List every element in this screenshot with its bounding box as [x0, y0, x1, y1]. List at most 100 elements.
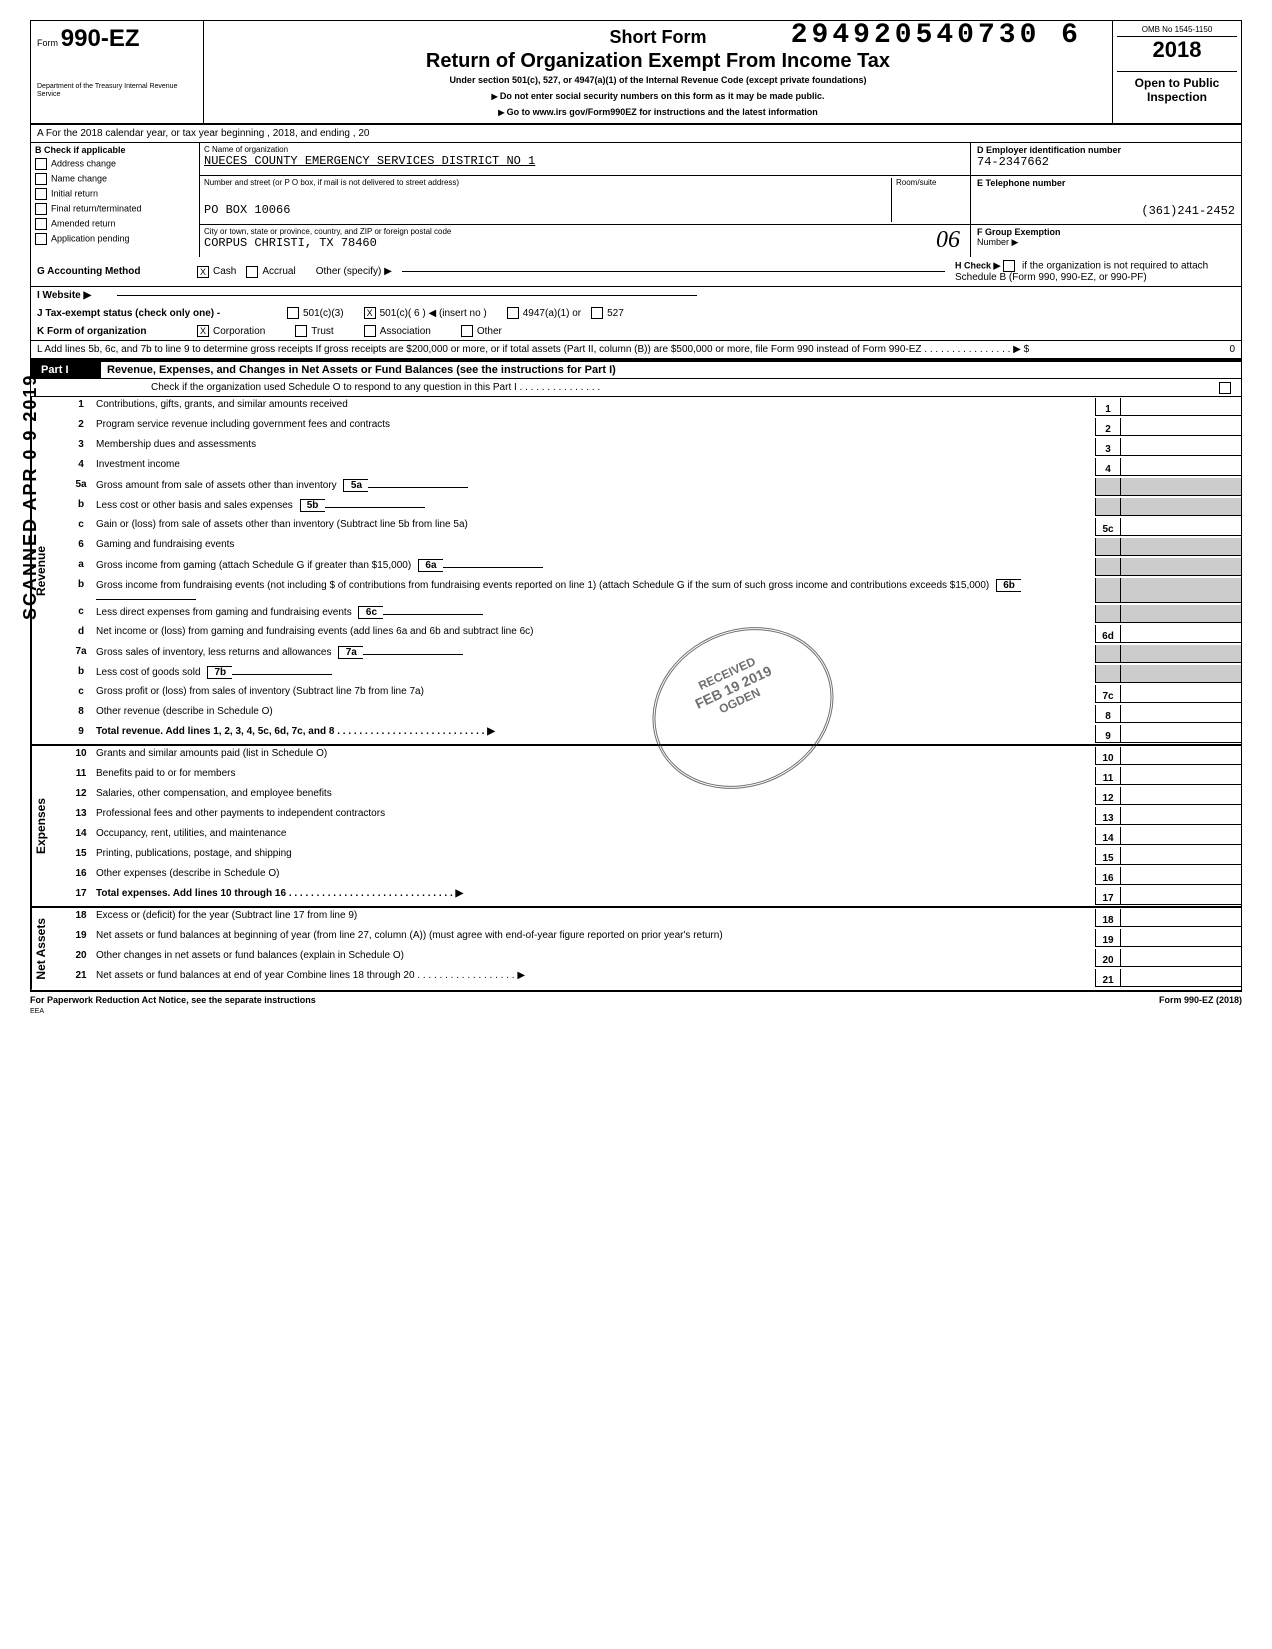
- k-other-checkbox[interactable]: [461, 325, 473, 337]
- line-amt[interactable]: [1120, 867, 1241, 885]
- line-text: Salaries, other compensation, and employ…: [96, 787, 1095, 799]
- inner-amt[interactable]: [96, 599, 196, 600]
- line-amt[interactable]: [1120, 807, 1241, 825]
- k-assoc-checkbox[interactable]: [364, 325, 376, 337]
- inner-amt[interactable]: [368, 487, 468, 488]
- line-text: Total expenses. Add lines 10 through 16 …: [96, 887, 1095, 899]
- city-label: City or town, state or province, country…: [204, 227, 966, 236]
- line-amt[interactable]: [1120, 458, 1241, 476]
- k-corp-checkbox[interactable]: X: [197, 325, 209, 337]
- inner-amt[interactable]: [363, 654, 463, 655]
- line-amt[interactable]: [1120, 949, 1241, 967]
- instr-1: Do not enter social security numbers on …: [210, 91, 1106, 101]
- netassets-side: Net Assets: [31, 908, 66, 990]
- line-text: Gross income from gaming (attach Schedul…: [96, 558, 1095, 572]
- omb: OMB No 1545-1150: [1117, 25, 1237, 37]
- line-amt[interactable]: [1120, 787, 1241, 805]
- h-label: H Check ▶: [955, 261, 1000, 271]
- instr-2: Go to www.irs gov/Form990EZ for instruct…: [210, 107, 1106, 117]
- accrual-checkbox[interactable]: [246, 266, 258, 278]
- line-text: Net income or (loss) from gaming and fun…: [96, 625, 1095, 637]
- form-line: 10Grants and similar amounts paid (list …: [66, 746, 1241, 766]
- form-line: 13Professional fees and other payments t…: [66, 806, 1241, 826]
- dept-text: Department of the Treasury Internal Reve…: [37, 83, 197, 98]
- b-item-checkbox[interactable]: [35, 188, 47, 200]
- line-amt[interactable]: [1120, 827, 1241, 845]
- k-opt-1: Trust: [311, 326, 333, 337]
- b-item-checkbox[interactable]: [35, 203, 47, 215]
- b-item-checkbox[interactable]: [35, 218, 47, 230]
- line-text: Gross income from fundraising events (no…: [96, 578, 1095, 603]
- line-amt[interactable]: [1120, 909, 1241, 927]
- line-box-shaded: [1095, 538, 1120, 556]
- b-item-label: Initial return: [51, 188, 98, 198]
- j-4947-checkbox[interactable]: [507, 307, 519, 319]
- expenses-side: Expenses: [31, 746, 66, 906]
- line-amt[interactable]: [1120, 705, 1241, 723]
- line-amt[interactable]: [1120, 518, 1241, 536]
- line-num: 19: [66, 929, 96, 941]
- inner-amt[interactable]: [443, 567, 543, 568]
- b-item-checkbox[interactable]: [35, 158, 47, 170]
- line-amt[interactable]: [1120, 887, 1241, 905]
- form-line: 9Total revenue. Add lines 1, 2, 3, 4, 5c…: [66, 724, 1241, 744]
- line-amt[interactable]: [1120, 969, 1241, 987]
- phone: (361)241-2452: [977, 204, 1235, 218]
- j-527-checkbox[interactable]: [591, 307, 603, 319]
- j-501c-checkbox[interactable]: X: [364, 307, 376, 319]
- i-label: I Website ▶: [37, 290, 117, 301]
- line-amt[interactable]: [1120, 418, 1241, 436]
- line-box: 1: [1095, 398, 1120, 416]
- g-accrual: Accrual: [262, 266, 295, 277]
- line-num: 15: [66, 847, 96, 859]
- line-text: Grants and similar amounts paid (list in…: [96, 747, 1095, 759]
- line-text: Membership dues and assessments: [96, 438, 1095, 450]
- inner-amt[interactable]: [232, 674, 332, 675]
- room-label: Room/suite: [896, 178, 966, 187]
- line-num: 11: [66, 767, 96, 779]
- k-trust-checkbox[interactable]: [295, 325, 307, 337]
- l-text: L Add lines 5b, 6c, and 7b to line 9 to …: [37, 344, 1115, 355]
- inner-amt[interactable]: [325, 507, 425, 508]
- line-amt[interactable]: [1120, 929, 1241, 947]
- org-name: NUECES COUNTY EMERGENCY SERVICES DISTRIC…: [204, 154, 966, 168]
- line-amt[interactable]: [1120, 625, 1241, 643]
- b-item-label: Address change: [51, 158, 116, 168]
- line-text: Gross profit or (loss) from sales of inv…: [96, 685, 1095, 697]
- revenue-side: Revenue: [31, 397, 66, 744]
- line-amt[interactable]: [1120, 398, 1241, 416]
- line-amt[interactable]: [1120, 767, 1241, 785]
- cash-checkbox[interactable]: X: [197, 266, 209, 278]
- revenue-section: Revenue 1Contributions, gifts, grants, a…: [30, 397, 1242, 746]
- g-cash: Cash: [213, 266, 236, 277]
- header-right: OMB No 1545-1150 2018 Open to Public Ins…: [1112, 21, 1241, 123]
- header-left: Form 990-EZ Department of the Treasury I…: [31, 21, 204, 123]
- line-amt-shaded: [1120, 578, 1241, 603]
- h-checkbox[interactable]: [1003, 260, 1015, 272]
- line-text: Gain or (loss) from sale of assets other…: [96, 518, 1095, 530]
- line-amt-shaded: [1120, 498, 1241, 516]
- line-text: Gross amount from sale of assets other t…: [96, 478, 1095, 492]
- j-501c3-checkbox[interactable]: [287, 307, 299, 319]
- b-item-checkbox[interactable]: [35, 233, 47, 245]
- form-line: 7aGross sales of inventory, less returns…: [66, 644, 1241, 664]
- form-line: 20Other changes in net assets or fund ba…: [66, 948, 1241, 968]
- line-amt[interactable]: [1120, 685, 1241, 703]
- line-amt[interactable]: [1120, 438, 1241, 456]
- inner-amt[interactable]: [383, 614, 483, 615]
- stamped-number: 294920540730 6: [791, 20, 1082, 51]
- line-box: 14: [1095, 827, 1120, 845]
- line-text: Gaming and fundraising events: [96, 538, 1095, 550]
- b-item-checkbox[interactable]: [35, 173, 47, 185]
- inner-box: 6b: [996, 579, 1021, 592]
- line-text: Less direct expenses from gaming and fun…: [96, 605, 1095, 619]
- netassets-section: Net Assets 18Excess or (deficit) for the…: [30, 908, 1242, 992]
- line-amt[interactable]: [1120, 847, 1241, 865]
- b-checkbox-line: Address change: [35, 158, 195, 170]
- line-amt[interactable]: [1120, 747, 1241, 765]
- schedule-o-checkbox[interactable]: [1219, 382, 1231, 394]
- line-amt[interactable]: [1120, 725, 1241, 743]
- g-label: G Accounting Method: [37, 266, 197, 277]
- line-num: 14: [66, 827, 96, 839]
- row-k: K Form of organization X Corporation Tru…: [30, 322, 1242, 341]
